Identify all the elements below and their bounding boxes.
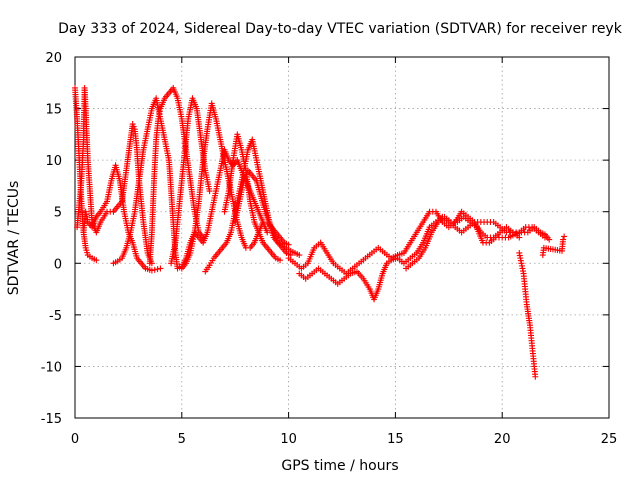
data-point bbox=[200, 234, 207, 241]
data-point bbox=[93, 257, 100, 264]
grid bbox=[75, 57, 609, 418]
y-tick-label: 5 bbox=[54, 206, 62, 221]
data-point bbox=[296, 252, 303, 259]
y-tick-label: 15 bbox=[45, 103, 62, 118]
x-tick-label: 0 bbox=[71, 432, 79, 447]
plot-frame bbox=[74, 56, 610, 419]
y-tick-label: -15 bbox=[41, 412, 62, 427]
y-axis-label: SDTVAR / TECUs bbox=[6, 181, 22, 296]
x-tick-label: 15 bbox=[387, 432, 404, 447]
data-point bbox=[532, 373, 539, 380]
data-point bbox=[561, 233, 568, 240]
y-axis: -15 -10 -5 0 5 10 15 20 bbox=[41, 51, 609, 427]
x-tick-label: 20 bbox=[494, 432, 511, 447]
data-point bbox=[157, 265, 164, 272]
y-tick-label: 0 bbox=[54, 257, 62, 272]
data-point bbox=[151, 266, 158, 273]
data-point bbox=[154, 266, 161, 273]
data-markers bbox=[72, 84, 568, 380]
data-point bbox=[148, 267, 155, 274]
data-point bbox=[560, 236, 567, 243]
x-axis-label: GPS time / hours bbox=[281, 458, 398, 474]
data-point bbox=[130, 123, 137, 130]
x-tick-label: 10 bbox=[280, 432, 297, 447]
data-point bbox=[264, 229, 271, 236]
data-point bbox=[546, 236, 553, 243]
chart-title: Day 333 of 2024, Sidereal Day-to-day VTE… bbox=[58, 21, 623, 37]
x-axis: 0 5 10 15 20 25 bbox=[71, 57, 617, 447]
y-tick-label: -10 bbox=[41, 360, 62, 375]
x-tick-label: 25 bbox=[601, 432, 618, 447]
y-tick-label: 20 bbox=[45, 51, 62, 66]
y-tick-label: 10 bbox=[45, 154, 62, 169]
y-tick-label: -5 bbox=[49, 309, 62, 324]
data-point bbox=[206, 188, 213, 195]
x-tick-label: 5 bbox=[178, 432, 186, 447]
data-point bbox=[277, 257, 284, 264]
data-point bbox=[129, 121, 136, 128]
